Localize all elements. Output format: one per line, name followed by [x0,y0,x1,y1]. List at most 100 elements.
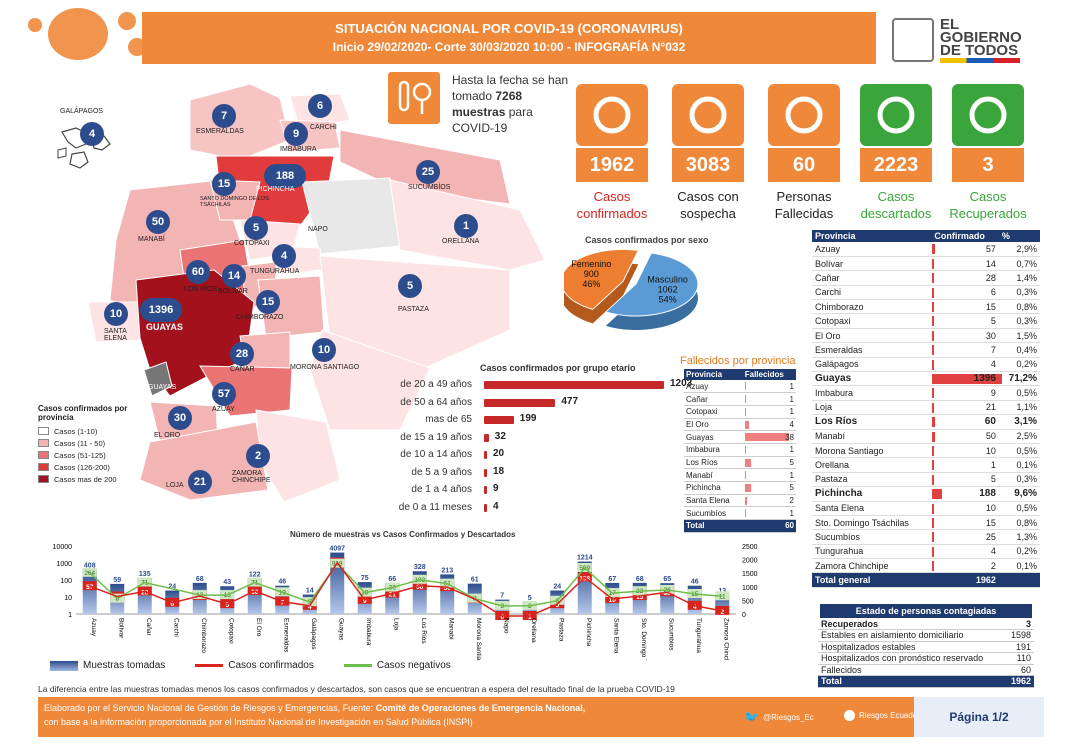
facebook-handle: Riesgos Ecuador [859,711,920,720]
cell-confirmado: 4 [931,357,999,373]
x-tick-label: Loja [392,618,399,631]
legend-label: Casos confirmados [228,660,314,671]
confirmed-marker [82,581,97,591]
map-label: ESMERALDAS [196,128,244,135]
map-label: LOJA [166,482,184,489]
cell-value: 6 [990,287,996,298]
cell-value: 4 [990,546,996,557]
confirmed-value-label: 15 [636,594,644,601]
cell-pct: 2,9% [998,242,1040,257]
cell-confirmado: 21 [931,400,999,416]
provincias-table: Provincia Confirmado % Azuay 57 2,9% Bolíva… [812,230,1040,588]
map-label: IMBABURA [280,146,317,153]
cell-provincia: Pastaza [812,472,932,488]
data-bar [744,407,746,416]
region-morona [309,329,431,431]
samples-value-label: 7 [500,593,504,600]
cell-fallecidos: 1 [742,392,796,406]
table-row: Santa Elena 2 [684,494,796,508]
footer: Elaborado por el Servicio Nacional de Ge… [38,697,1044,737]
map-label: BOLÍVAR [218,288,248,295]
cell-pct: 9,6% [998,486,1040,502]
cell-value: 1 [789,381,794,391]
bottom-chart-legend: Muestras tomadas Casos confirmados Casos… [50,660,451,671]
confirmed-value-label: 0 [500,614,504,621]
data-bar [932,460,934,471]
map-legend: Casos confirmados por provincia Casos (1… [38,404,148,485]
cell-pct: 0,4% [998,342,1040,358]
negative-value-label: 11 [719,593,726,600]
total-value: 60 [742,519,796,533]
cell-pct: 2,5% [998,429,1040,444]
data-bar [932,417,936,428]
cell-pct: 0,1% [998,457,1040,473]
data-bar [744,382,746,390]
table-row: Manabí 1 [684,468,796,482]
x-tick-label: Zamora Chinchipe [722,618,729,660]
cell-value: 38 [785,432,794,442]
cell-pct: 0,8% [998,299,1040,315]
cell-provincia: Los Ríos [812,414,932,430]
pie-label: 54% [659,295,677,305]
cell-confirmado: 15 [931,515,999,531]
cell-pct: 0,5% [998,443,1040,459]
virus-icon [48,8,108,60]
table-row: Guayas 1396 71,2% [812,371,1040,387]
samples-value-label: 68 [196,576,204,583]
map-badge-tungurahua: 4 [272,244,296,268]
legend-item: Casos negativos [343,660,451,671]
negative-marker [82,567,97,577]
map-badge-pichincha: 188 [264,164,306,188]
cell-provincia: Manabí [812,429,932,444]
samples-value-label: 4097 [329,546,345,553]
age-row: de 1 a 4 años 9 [380,483,680,499]
samples-unit: muestras [452,105,506,119]
confirmed-value-label: 188 [579,575,590,582]
samples-value-label: 61 [471,577,479,584]
cell-fallecidos: 1 [742,468,796,482]
kpi-label: Casos confirmados [576,189,648,221]
confirmed-value-label: 21 [389,592,397,599]
table-row: Cotopaxi 5 0,3% [812,313,1040,329]
cell-provincia: Cañar [812,270,932,286]
y-tick-label: 1000 [56,561,72,568]
cell-value: 7 [990,344,996,355]
samples-value-label: 65 [663,576,671,583]
cell-confirmado: 7 [931,342,999,358]
facebook-link[interactable]: Riesgos Ecuador [844,710,920,721]
x-tick-label: Cañar [145,618,152,637]
cell-provincia: Chimborazo [812,299,932,315]
confirmed-value-label: 28 [141,589,149,596]
kpi-label: Casos descartados [860,189,932,221]
cell-value: 50 [985,431,996,442]
legend-item: Casos mas de 200 [38,473,148,485]
doctor-search-icon [672,84,744,146]
table-row: Morona Santiago 10 0,5% [812,443,1040,459]
table-row: Los Ríos 60 3,1% [812,414,1040,430]
data-bar [932,359,934,370]
cell-value: 2 [990,560,996,571]
twitter-link[interactable]: 🐦 @Riesgos_Ec [744,710,814,724]
cell-confirmado: 25 [931,529,999,545]
cell-provincia: Sucumbíos [684,506,743,521]
cell-provincia: Azuay [812,242,932,257]
samples-note-post: para COVID-19 [452,105,533,135]
cell-confirmado: 4 [931,544,999,560]
total-row: Total 1962 [818,675,1034,688]
cell-pct: 3,1% [998,414,1040,430]
x-tick-label: Santa Elena [612,618,619,654]
cell-confirmado: 57 [931,242,999,257]
samples-value-label: 75 [361,575,369,582]
map-label: MANABÍ [138,236,165,243]
x-tick-label: Orellana [530,618,537,643]
y-tick-label-right: 1000 [742,585,758,592]
table-row: Hospitalizados con pronóstico reservado 1… [818,652,1034,665]
y-tick-label-right: 0 [742,612,746,619]
cell-value: 5 [789,457,794,467]
map-label: EL ORO [154,432,181,439]
data-bar [744,471,746,480]
cell-pct: 71,2% [998,371,1040,387]
map-label: SANTA ELENA [104,328,127,342]
data-bar [932,330,934,341]
kpi-value: 2223 [860,148,932,182]
